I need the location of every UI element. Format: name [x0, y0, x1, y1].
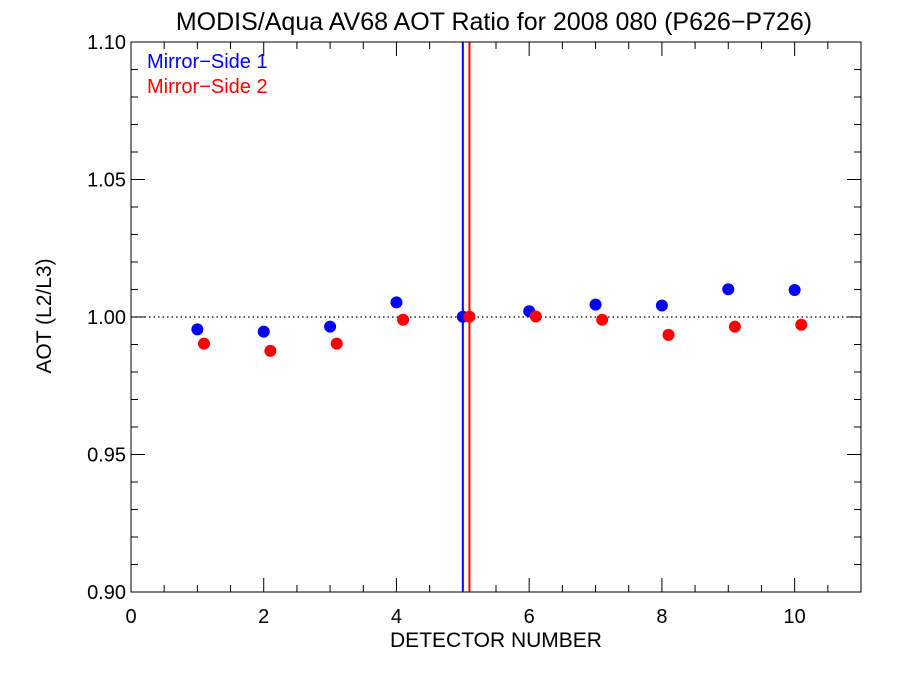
data-point-series-2: [529, 310, 542, 323]
data-point-series-1: [257, 325, 270, 338]
data-point-series-2: [264, 344, 277, 357]
data-point-series-2: [596, 313, 609, 326]
reference-lines: [131, 42, 861, 592]
data-point-series-2: [795, 318, 808, 331]
x-axis-label: DETECTOR NUMBER: [390, 629, 602, 652]
data-point-series-2: [662, 328, 675, 341]
legend: Mirror−Side 1 Mirror−Side 2: [147, 51, 268, 98]
data-point-series-1: [589, 298, 602, 311]
x-tick-label: 10: [784, 606, 806, 628]
legend-entry-series-1: Mirror−Side 1: [147, 51, 268, 73]
y-tick-label: 0.95: [87, 445, 126, 467]
data-points: [191, 283, 808, 357]
chart-title: MODIS/Aqua AV68 AOT Ratio for 2008 080 (…: [176, 8, 812, 36]
data-point-series-2: [397, 313, 410, 326]
data-point-series-2: [463, 310, 476, 323]
data-point-series-1: [722, 283, 735, 296]
legend-entry-series-2: Mirror−Side 2: [147, 76, 268, 98]
data-point-series-2: [728, 320, 741, 333]
data-point-series-1: [788, 284, 801, 297]
y-axis-label: AOT (L2/L3): [33, 258, 56, 373]
y-tick-label: 0.90: [87, 582, 126, 604]
y-tick-label: 1.10: [87, 32, 126, 54]
data-point-series-2: [330, 337, 343, 350]
data-point-series-1: [191, 323, 204, 336]
plot-frame: [130, 41, 862, 593]
data-point-series-1: [655, 299, 668, 312]
y-tick-label: 1.00: [87, 307, 126, 329]
data-point-series-1: [390, 296, 403, 309]
axis-ticks: [130, 41, 862, 593]
data-point-series-1: [324, 320, 337, 333]
x-tick-label: 8: [656, 606, 667, 628]
x-tick-label: 2: [258, 606, 269, 628]
axis-tick-labels: 0 2 4 6 8 10 0.90 0.95 1.00 1.05 1.10: [87, 32, 806, 628]
x-tick-label: 0: [125, 606, 136, 628]
x-tick-label: 6: [524, 606, 535, 628]
data-point-series-2: [198, 337, 210, 350]
y-tick-label: 1.05: [87, 170, 126, 192]
x-tick-label: 4: [391, 606, 402, 628]
